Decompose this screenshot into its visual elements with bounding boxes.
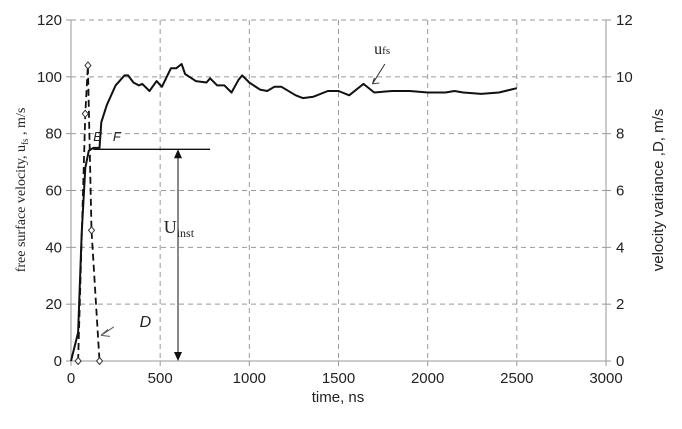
x-tick-label: 2500 bbox=[500, 370, 533, 387]
y-right-tick-label: 10 bbox=[616, 69, 633, 86]
x-tick-label: 1500 bbox=[322, 370, 355, 387]
y-left-tick-label: 40 bbox=[45, 239, 62, 256]
y-axis-right-label: velocity variance ,D, m/s bbox=[650, 109, 667, 272]
series-D-line bbox=[77, 64, 101, 362]
y-right-tick-label: 8 bbox=[616, 126, 624, 143]
y-axis-left-label: free surface velocity, ufs , m/s bbox=[14, 108, 30, 273]
y-left-tick-label: 80 bbox=[45, 126, 62, 143]
ufs-label: ufs bbox=[374, 41, 390, 58]
series-D-point bbox=[87, 226, 96, 235]
series-D-point bbox=[95, 356, 104, 366]
x-tick-label: 1000 bbox=[233, 370, 266, 387]
y-left-tick-label: 120 bbox=[37, 12, 62, 29]
ufs-label-main: u bbox=[374, 41, 382, 58]
y-right-tick-label: 2 bbox=[616, 296, 624, 313]
y-right-tick-label: 6 bbox=[616, 183, 624, 200]
x-tick-label: 2000 bbox=[411, 370, 444, 387]
x-tick-label: 500 bbox=[148, 370, 173, 387]
series-D-point bbox=[81, 109, 89, 119]
d-pointer-arrow bbox=[100, 326, 115, 337]
grid bbox=[71, 19, 606, 361]
uinst-label: Uinst bbox=[164, 217, 195, 240]
uinst-arrow-down-head bbox=[174, 352, 182, 361]
d-label: D bbox=[140, 314, 152, 331]
series-D-point bbox=[84, 61, 92, 70]
ufs-pointer-arrow bbox=[371, 63, 386, 85]
x-tick-label: 3000 bbox=[589, 370, 622, 387]
y-left-tick-label: 100 bbox=[37, 69, 62, 86]
x-axis-label: time, ns bbox=[312, 389, 365, 406]
uinst-label-main: U bbox=[164, 217, 177, 237]
series-ufs-line bbox=[70, 63, 518, 362]
y-left-tick-label: 60 bbox=[45, 183, 62, 200]
uinst-label-sub: inst bbox=[177, 226, 195, 240]
y-right-tick-label: 0 bbox=[616, 353, 624, 370]
series-D-point bbox=[74, 356, 82, 366]
y-left-tick-label: 20 bbox=[45, 296, 62, 313]
x-tick-label: 0 bbox=[67, 370, 75, 387]
y-right-tick-label: 4 bbox=[616, 239, 624, 256]
point-f-label: F bbox=[113, 129, 122, 144]
ufs-label-sub: fs bbox=[382, 45, 390, 57]
y-left-tick-label: 0 bbox=[54, 353, 62, 370]
point-e-label: E bbox=[93, 129, 102, 144]
y-right-tick-label: 12 bbox=[616, 12, 633, 29]
uinst-arrow-up-head bbox=[174, 149, 182, 159]
